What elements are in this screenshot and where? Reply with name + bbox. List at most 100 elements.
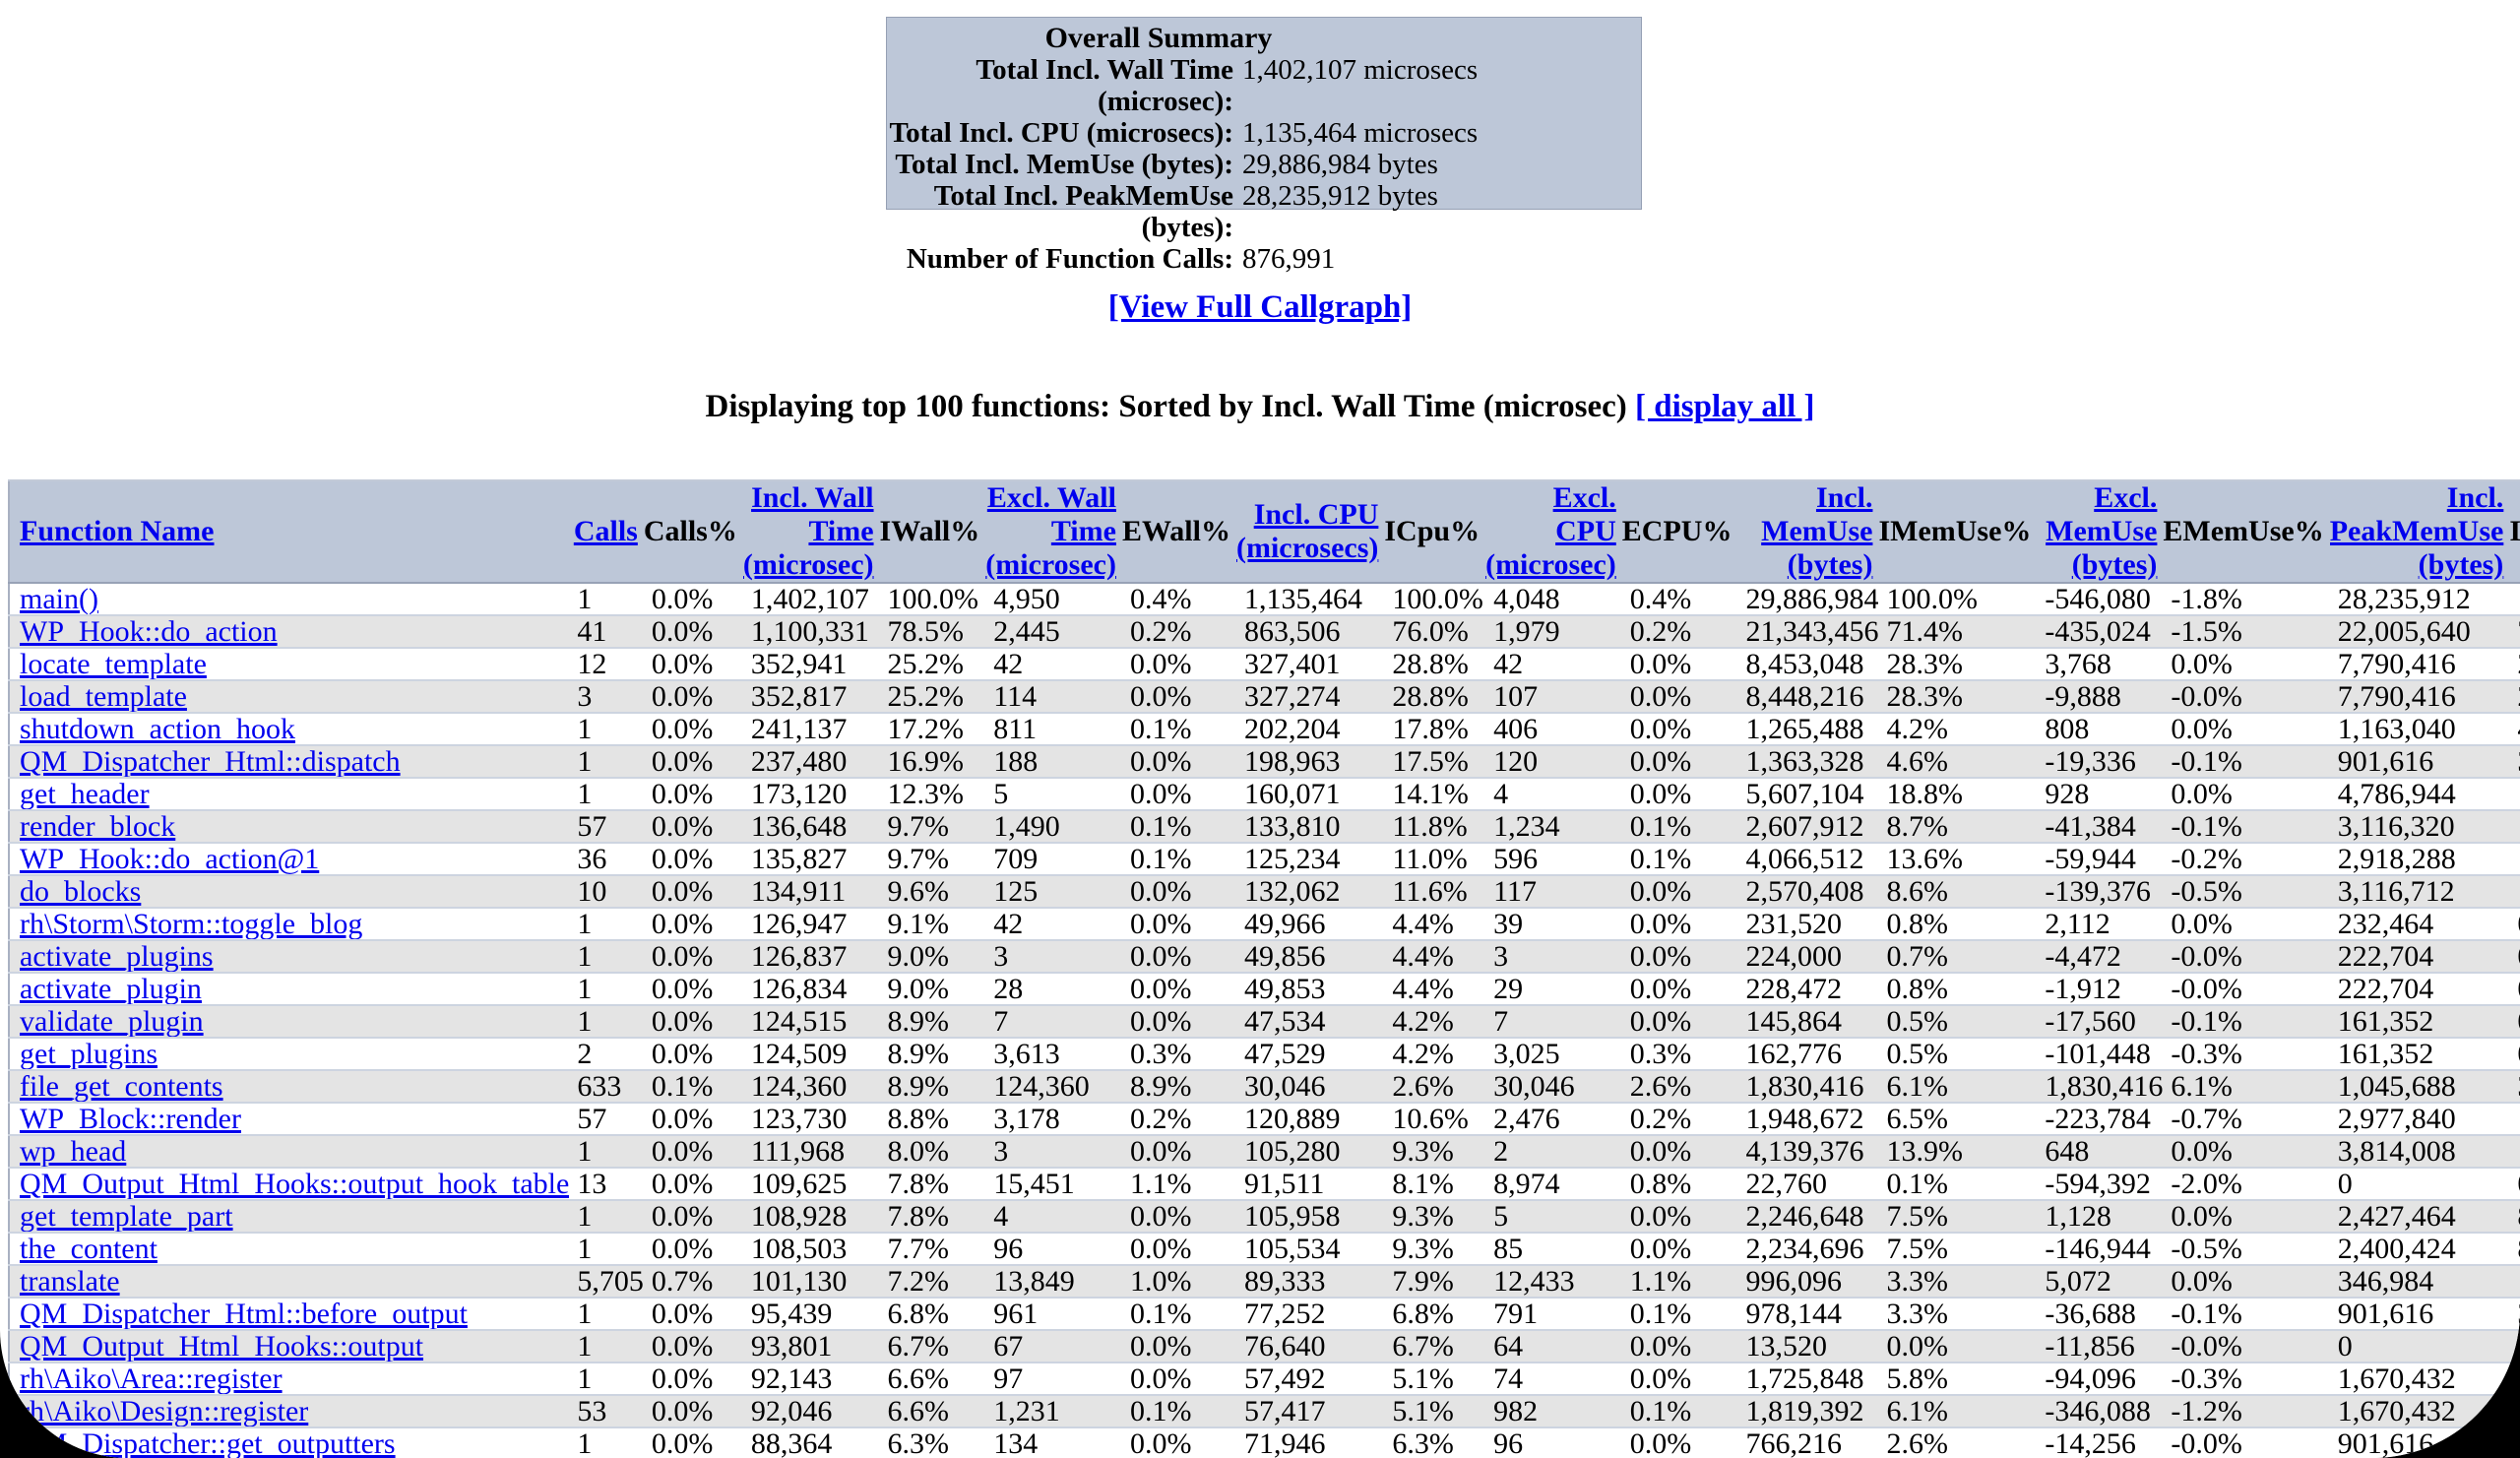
- cell-ecpu: 0.0%: [1621, 875, 1738, 909]
- cell-value: 5,072: [2045, 1265, 2111, 1298]
- cell-value: 0.0%: [1629, 745, 1692, 778]
- cell-function-name: file_get_contents: [9, 1070, 570, 1104]
- sort-link-incl-wall-time-microsec[interactable]: Incl. Wall Time (microsec): [742, 481, 874, 581]
- cell-value: 978,144: [1745, 1298, 1842, 1330]
- col-header-incl-memuse-bytes[interactable]: Incl. MemUse (bytes): [1737, 480, 1879, 584]
- function-link[interactable]: main(): [20, 583, 98, 615]
- function-link[interactable]: QM_Dispatcher_Html::before_output: [20, 1298, 468, 1330]
- cell-ecpu: 0.1%: [1621, 810, 1738, 844]
- cell-function-name: rh\Aiko\Design::register: [9, 1395, 570, 1428]
- cell-imemuse: 0.8%: [1878, 908, 2038, 941]
- function-link[interactable]: QM_Output_Html_Hooks::output_hook_table: [20, 1168, 570, 1200]
- cell-value: 7.7%: [887, 1233, 950, 1265]
- cell-value: 5.9%: [2517, 1363, 2520, 1393]
- cell-excl-wall-time-microsec: 97: [985, 1363, 1122, 1396]
- cell-value: 1,234: [1493, 810, 1560, 843]
- cell-excl-wall-time-microsec: 961: [985, 1298, 1122, 1331]
- cell-incl-wall-time-microsec: 108,928: [742, 1200, 880, 1234]
- cell-value: 1,135,464: [1243, 583, 1362, 615]
- cell-ipeakmemuse: 0.0%: [2509, 1330, 2520, 1363]
- cell-excl-wall-time-microsec: 42: [985, 648, 1122, 681]
- function-link[interactable]: get_header: [20, 778, 150, 810]
- cell-value: -14,256: [2045, 1427, 2136, 1458]
- sort-link-function-name[interactable]: Function Name: [20, 515, 215, 547]
- cell-value: -41,384: [2045, 810, 2136, 843]
- function-link[interactable]: the_content: [20, 1233, 158, 1265]
- col-header-function-name[interactable]: Function Name: [9, 480, 570, 584]
- sort-link-excl-memuse-bytes[interactable]: Excl. MemUse (bytes): [2046, 481, 2158, 581]
- function-link[interactable]: WP_Block::render: [20, 1103, 241, 1135]
- cell-value: 0.5%: [1886, 1005, 1948, 1038]
- function-link[interactable]: locate_template: [20, 648, 207, 680]
- sort-link-excl-cpu-microsec[interactable]: Excl. CPU (microsec): [1485, 481, 1616, 581]
- col-header-incl-wall-time-microsec[interactable]: Incl. Wall Time (microsec): [742, 480, 880, 584]
- function-link[interactable]: activate_plugin: [20, 973, 202, 1005]
- sort-link-incl-peakmemuse-bytes[interactable]: Incl. PeakMemUse (bytes): [2329, 481, 2504, 581]
- col-header-ewall: EWall%: [1121, 480, 1236, 584]
- cell-value: -0.0%: [2171, 973, 2242, 1005]
- function-link[interactable]: do_blocks: [20, 875, 142, 908]
- cell-excl-cpu-microsec: 30,046: [1485, 1070, 1622, 1104]
- cell-incl-memuse-bytes: 29,886,984: [1737, 583, 1879, 616]
- cell-incl-memuse-bytes: 2,234,696: [1737, 1233, 1879, 1266]
- cell-value: -0.0%: [2171, 1330, 2242, 1363]
- function-link[interactable]: activate_plugins: [20, 940, 214, 973]
- table-caption: Displaying top 100 functions: Sorted by …: [0, 389, 2520, 425]
- function-link[interactable]: WP_Hook::do_action@1: [20, 843, 320, 875]
- cell-ipeakmemuse: 11.0%: [2509, 875, 2520, 909]
- sort-link-incl-memuse-bytes[interactable]: Incl. MemUse (bytes): [1761, 481, 1873, 581]
- cell-value: 173,120: [750, 778, 848, 810]
- function-link[interactable]: translate: [20, 1265, 120, 1298]
- function-link[interactable]: load_template: [20, 680, 187, 713]
- cell-value: 3: [993, 940, 1009, 973]
- function-link[interactable]: WP_Hook::do_action: [20, 615, 278, 648]
- function-link[interactable]: rh\Storm\Storm::toggle_blog: [20, 908, 363, 940]
- cell-excl-memuse-bytes: 808: [2037, 713, 2164, 746]
- cell-value: 709: [993, 843, 1039, 875]
- col-header-excl-cpu-microsec[interactable]: Excl. CPU (microsec): [1485, 480, 1622, 584]
- col-header-excl-memuse-bytes[interactable]: Excl. MemUse (bytes): [2037, 480, 2164, 584]
- function-link[interactable]: get_template_part: [20, 1200, 233, 1233]
- cell-icpu: 6.8%: [1384, 1298, 1486, 1331]
- function-link[interactable]: shutdown_action_hook: [20, 713, 295, 745]
- cell-excl-memuse-bytes: 2,112: [2037, 908, 2164, 941]
- function-link[interactable]: render_block: [20, 810, 176, 843]
- view-full-callgraph-link[interactable]: [View Full Callgraph]: [1107, 289, 1413, 325]
- cell-value: 1: [577, 1005, 593, 1038]
- cell-calls: 53: [569, 1395, 644, 1428]
- col-header-incl-peakmemuse-bytes[interactable]: Incl. PeakMemUse (bytes): [2329, 480, 2510, 584]
- sort-link-calls[interactable]: Calls: [573, 515, 638, 547]
- cell-incl-memuse-bytes: 2,607,912: [1737, 810, 1879, 844]
- cell-value: 0.0%: [651, 1363, 714, 1395]
- function-link[interactable]: QM_Dispatcher_Html::dispatch: [20, 745, 401, 778]
- cell-ememuse: 0.0%: [2163, 1265, 2330, 1299]
- sort-link-incl-cpu-microsecs[interactable]: Incl. CPU (microsecs): [1235, 498, 1379, 564]
- cell-excl-cpu-microsec: 96: [1485, 1427, 1622, 1458]
- cell-value: 0.0%: [2171, 1135, 2233, 1168]
- col-header-incl-cpu-microsecs[interactable]: Incl. CPU (microsecs): [1235, 480, 1385, 584]
- cell-icpu: 11.8%: [1384, 810, 1486, 844]
- cell-iwall: 6.8%: [879, 1298, 986, 1331]
- function-link[interactable]: QM_Output_Html_Hooks::output: [20, 1330, 424, 1363]
- col-header-calls[interactable]: Calls: [569, 480, 644, 584]
- cell-value: 0.0%: [1629, 973, 1692, 1005]
- function-link[interactable]: file_get_contents: [20, 1070, 223, 1103]
- cell-value: 1: [577, 1427, 593, 1458]
- cell-iwall: 6.7%: [879, 1330, 986, 1363]
- cell-value: 3.2%: [2517, 1427, 2520, 1458]
- sort-link-excl-wall-time-microsec[interactable]: Excl. Wall Time (microsec): [985, 481, 1116, 581]
- function-link[interactable]: rh\Aiko\Design::register: [20, 1395, 309, 1427]
- cell-ipeakmemuse: 4.1%: [2509, 713, 2520, 746]
- cell-value: 7.8%: [887, 1168, 950, 1200]
- col-header-excl-wall-time-microsec[interactable]: Excl. Wall Time (microsec): [985, 480, 1122, 584]
- cell-ewall: 0.0%: [1121, 648, 1236, 681]
- function-link[interactable]: wp_head: [20, 1135, 127, 1168]
- function-link[interactable]: get_plugins: [20, 1038, 158, 1070]
- cell-value: 162,776: [1745, 1038, 1842, 1070]
- cell-value: 982: [1493, 1395, 1539, 1427]
- function-link[interactable]: validate_plugin: [20, 1005, 204, 1038]
- display-all-link[interactable]: [ display all ]: [1635, 389, 1815, 424]
- function-link[interactable]: rh\Aiko\Area::register: [20, 1363, 283, 1395]
- summary-value: 28,235,912 bytes: [1242, 180, 1438, 212]
- function-link[interactable]: QM_Dispatcher::get_outputters: [20, 1427, 396, 1458]
